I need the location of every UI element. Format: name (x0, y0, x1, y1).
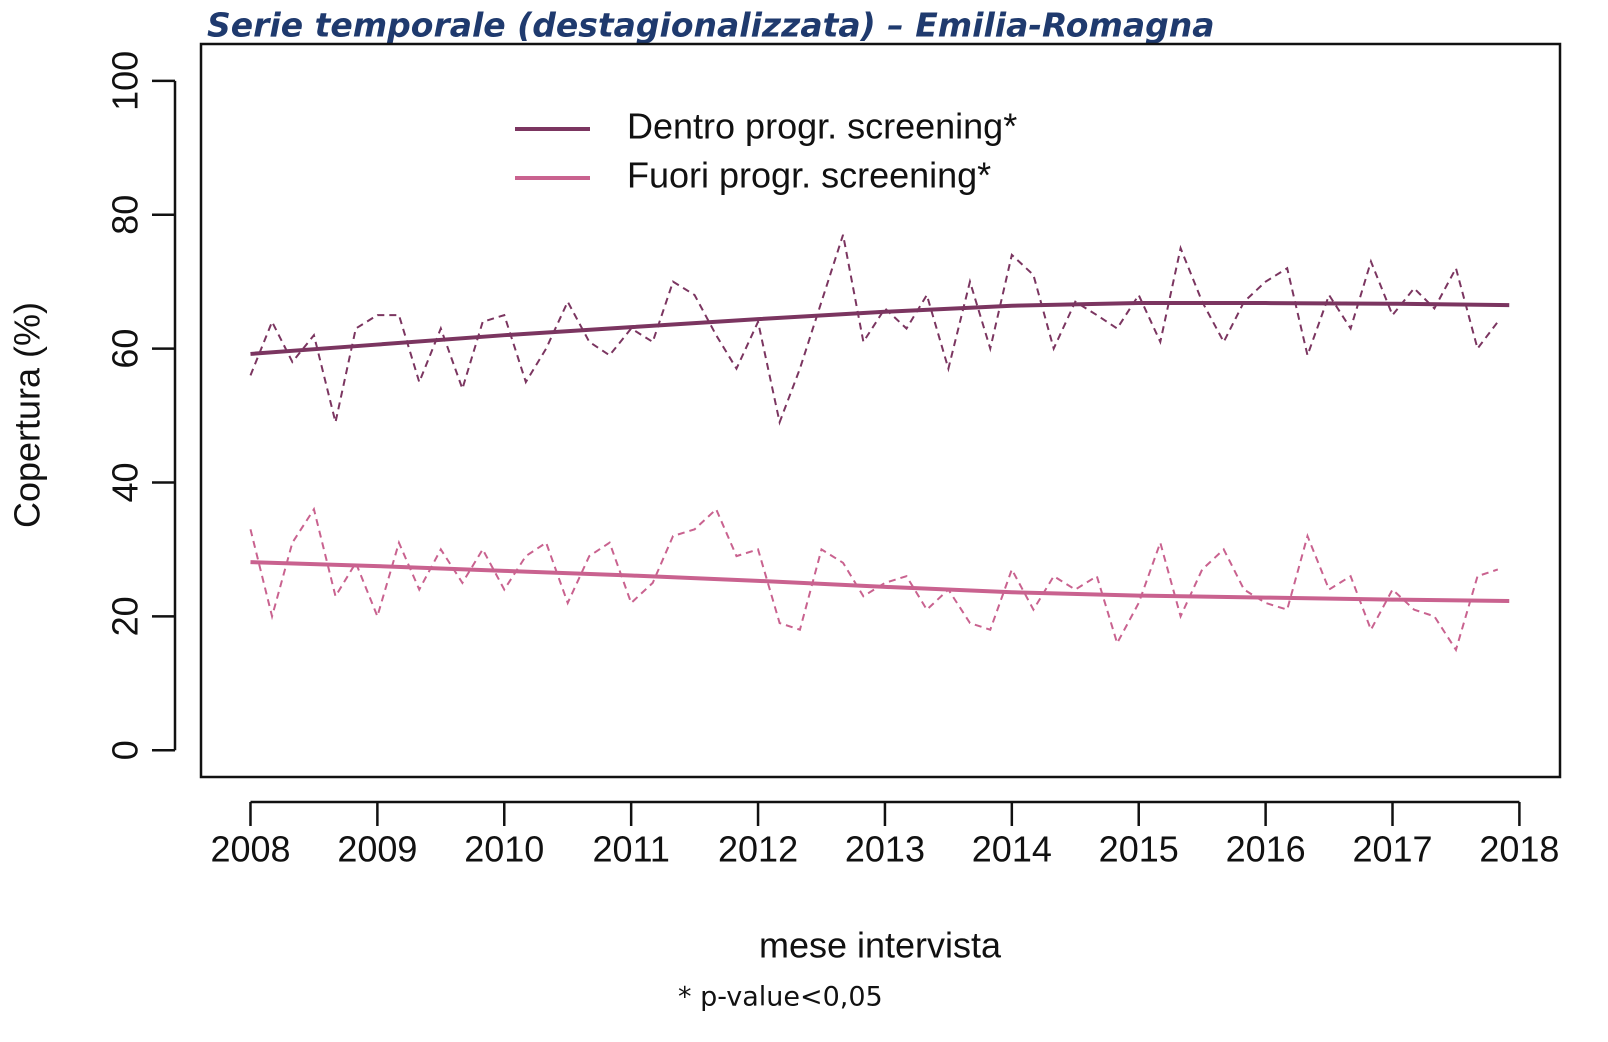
x-tick-label: 2012 (718, 829, 798, 870)
legend-label: Dentro progr. screening* (627, 106, 1017, 147)
y-tick-label: 60 (105, 329, 146, 369)
y-tick-label: 0 (105, 740, 146, 760)
legend-label: Fuori progr. screening* (627, 155, 991, 196)
x-tick-label: 2011 (592, 829, 669, 870)
x-tick-label: 2017 (1352, 829, 1432, 870)
footnote: * p-value<0,05 (678, 982, 883, 1013)
x-tick-label: 2013 (845, 829, 925, 870)
trend-line (250, 560, 1510, 603)
x-tick-label: 2018 (1479, 829, 1559, 870)
y-axis-label: Copertura (%) (7, 302, 48, 528)
y-tick-label: 100 (105, 51, 146, 111)
y-tick-label: 40 (105, 462, 146, 502)
plot-frame (199, 42, 1562, 779)
x-tick-label: 2009 (337, 829, 417, 870)
trend-line (250, 301, 1510, 356)
y-tick-label: 80 (105, 195, 146, 235)
x-tick-label: 2015 (1099, 829, 1179, 870)
y-tick-label: 20 (105, 596, 146, 636)
series-line-raw (249, 506, 1499, 653)
x-tick-label: 2010 (464, 829, 544, 870)
x-axis-label: mese intervista (759, 925, 1002, 966)
series-line-raw (249, 234, 1499, 426)
x-tick-label: 2008 (210, 829, 290, 870)
x-tick-label: 2014 (972, 829, 1052, 870)
x-tick-label: 2016 (1226, 829, 1306, 870)
chart-title: Serie temporale (destagionalizzata) – Em… (207, 6, 1215, 45)
